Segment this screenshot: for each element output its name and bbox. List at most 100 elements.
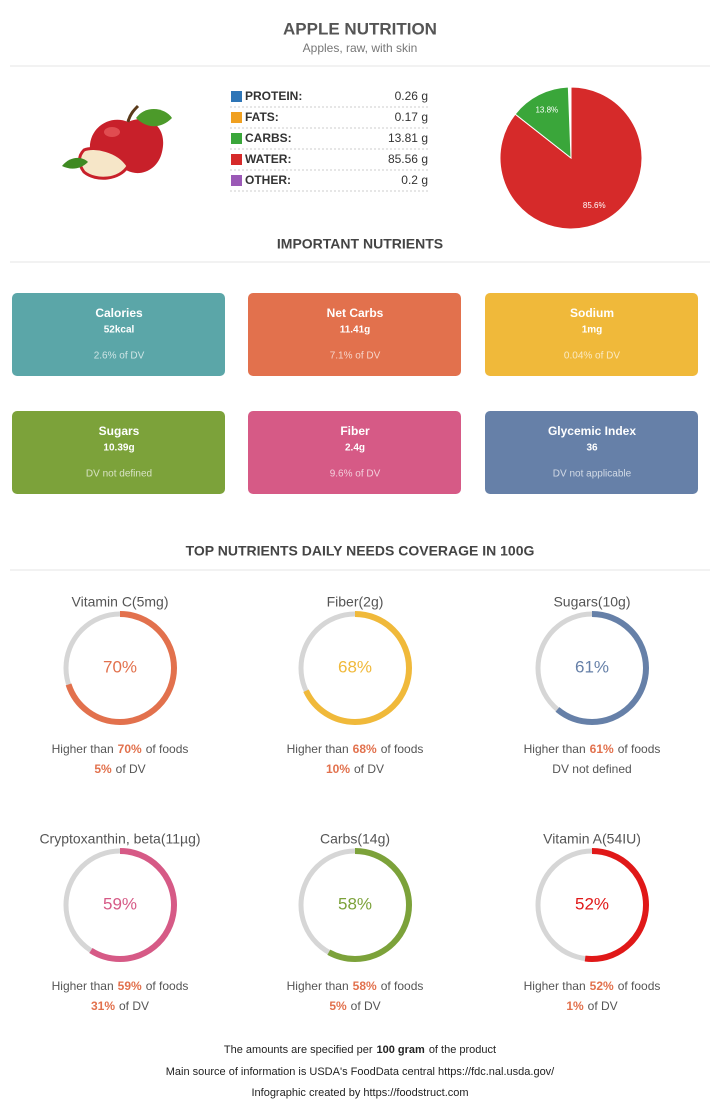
card-value: 1mg [582, 325, 603, 336]
row-amount: 13.81 g [388, 131, 428, 145]
text: of foods [618, 742, 661, 756]
subtitle: Apples, raw, with skin [303, 41, 418, 55]
higher-than: Higher than 52% of foods [524, 979, 661, 993]
row-amount: 0.17 g [395, 110, 428, 124]
text: Higher than [287, 979, 349, 993]
dv-line: 1% of DV [566, 999, 617, 1013]
text: Higher than [524, 742, 586, 756]
percent: 68% [353, 742, 377, 756]
section-title: TOP NUTRIENTS DAILY NEEDS COVERAGE IN 10… [186, 543, 535, 559]
apple-leaf [62, 157, 88, 169]
dv-value: 1% [566, 999, 584, 1013]
text: of foods [381, 979, 424, 993]
ring-arc [63, 611, 177, 725]
nutrient-card [12, 411, 225, 494]
higher-than: Higher than 59% of foods [52, 979, 189, 993]
row-amount: 85.56 g [388, 152, 428, 166]
nutrient-name: Fiber(2g) [327, 594, 384, 610]
text: Higher than [287, 742, 349, 756]
row-label: WATER: [245, 152, 291, 166]
title: APPLE NUTRITION [283, 19, 437, 38]
pie-slice [514, 86, 572, 160]
percent: 58% [353, 979, 377, 993]
text: of DV [354, 762, 384, 776]
percent: 59% [118, 979, 142, 993]
higher-than: Higher than 61% of foods [524, 742, 661, 756]
apple-stem [126, 104, 140, 123]
dv-value: 5% [329, 999, 347, 1013]
nutrient-card [12, 293, 225, 376]
apple-leaf [136, 108, 172, 127]
section-title: IMPORTANT NUTRIENTS [277, 236, 443, 252]
row-label: OTHER: [245, 173, 291, 187]
row-label: FATS: [245, 110, 279, 124]
dv-value: 31% [91, 999, 115, 1013]
legend-swatch [231, 112, 242, 123]
nutrient-card [248, 293, 461, 376]
ring-percent: 70% [103, 657, 137, 676]
higher-than: Higher than 70% of foods [52, 742, 189, 756]
nutrient-name: Vitamin A(54IU) [543, 831, 641, 847]
apple-shine [104, 127, 120, 137]
nutrient-name: Carbs(14g) [320, 831, 390, 847]
text: Higher than [52, 979, 114, 993]
text: of foods [146, 742, 189, 756]
row-label: PROTEIN: [245, 89, 302, 103]
nutrient-name: Cryptoxanthin, beta(11µg) [39, 831, 200, 847]
card-dv: DV not defined [86, 469, 152, 480]
legend-swatch [231, 154, 242, 165]
ring-percent: 68% [338, 657, 372, 676]
legend-swatch [231, 133, 242, 144]
card-name: Sodium [570, 306, 614, 320]
card-name: Glycemic Index [548, 424, 636, 438]
footer-line: Main source of information is USDA's Foo… [166, 1066, 555, 1078]
nutrient-name: Vitamin C(5mg) [72, 594, 169, 610]
text: The amounts are specified per [224, 1044, 373, 1056]
nutrient-card [248, 411, 461, 494]
text: of foods [146, 979, 189, 993]
text: Higher than [52, 742, 114, 756]
row-amount: 0.26 g [395, 89, 428, 103]
ring-percent: 58% [338, 894, 372, 913]
legend-swatch [231, 175, 242, 186]
percent: 61% [590, 742, 614, 756]
card-dv: 0.04% of DV [564, 351, 620, 362]
percent: 52% [590, 979, 614, 993]
legend-swatch [231, 91, 242, 102]
text: of foods [618, 979, 661, 993]
card-value: 10.39g [103, 443, 134, 454]
text: 100 gram [377, 1044, 426, 1056]
card-value: 36 [586, 443, 598, 454]
dv-line: 10% of DV [326, 762, 384, 776]
text: of DV [588, 999, 618, 1013]
ring-arc [535, 611, 649, 725]
card-name: Net Carbs [327, 306, 384, 320]
nutrient-name: Sugars(10g) [553, 594, 630, 610]
text: of DV [119, 999, 149, 1013]
row-label: CARBS: [245, 131, 292, 145]
footer-line: The amounts are specified per 100 gram of … [224, 1044, 496, 1056]
text: Higher than [524, 979, 586, 993]
ring-percent: 59% [103, 894, 137, 913]
text: of the product [429, 1044, 496, 1056]
card-value: 11.41g [340, 325, 371, 336]
higher-than: Higher than 58% of foods [287, 979, 424, 993]
ring-arc [298, 848, 412, 962]
row-amount: 0.2 g [401, 173, 428, 187]
ring-arc [535, 848, 649, 962]
nutrient-card [485, 293, 698, 376]
card-name: Calories [95, 306, 143, 320]
ring-percent: 61% [575, 657, 609, 676]
dv-note: DV not defined [552, 762, 631, 776]
dv-line: 5% of DV [329, 999, 380, 1013]
pie-label: 85.6% [583, 201, 606, 210]
higher-than: Higher than 68% of foods [287, 742, 424, 756]
card-dv: 2.6% of DV [94, 351, 145, 362]
dv-value: 10% [326, 762, 350, 776]
card-name: Fiber [340, 424, 370, 438]
card-name: Sugars [99, 424, 140, 438]
dv-value: 5% [94, 762, 112, 776]
card-value: 2.4g [345, 443, 365, 454]
